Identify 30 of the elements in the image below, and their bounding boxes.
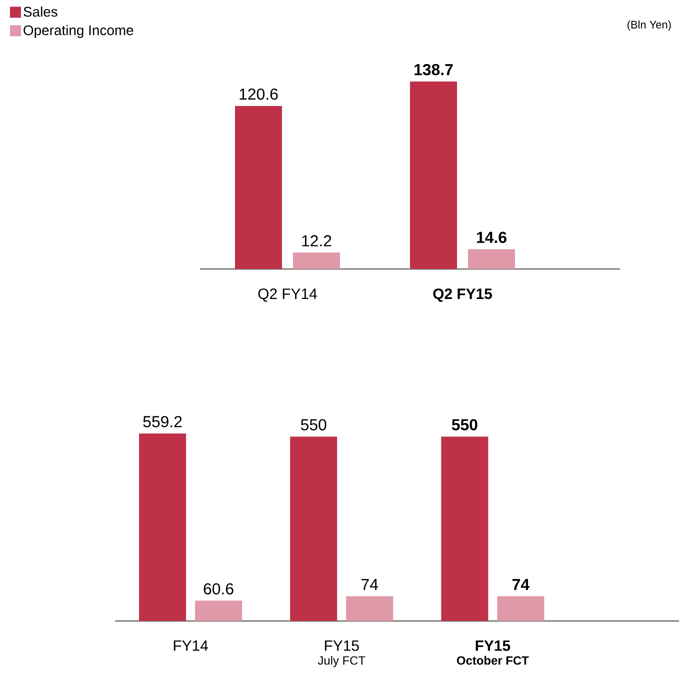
bar (235, 106, 282, 269)
text: October FCT (456, 656, 529, 665)
legend-label: Sales (24, 6, 58, 17)
bar (139, 433, 186, 621)
x-tick-label: FY15 (476, 640, 510, 651)
y-axis-title: (Bln Yen) (627, 20, 671, 31)
x-tick-label: FY14 (174, 640, 208, 651)
data-label: 14.6 (476, 232, 506, 244)
bar (410, 81, 458, 269)
data-label: 120.6 (240, 88, 278, 100)
bar (346, 596, 394, 621)
data-label: 550 (300, 419, 326, 430)
data-label: 559.2 (143, 416, 182, 428)
bar (468, 249, 516, 269)
x-tick-label: FY15 (324, 640, 359, 651)
data-label: 550 (452, 419, 478, 430)
bar (195, 600, 242, 621)
bar (441, 436, 488, 621)
bar (293, 252, 340, 269)
data-label: 138.7 (414, 64, 453, 76)
data-label: 60.6 (204, 583, 234, 594)
data-label: 74 (362, 579, 378, 590)
bar (497, 596, 544, 621)
data-label: 74 (512, 579, 530, 590)
text: July FCT (318, 656, 366, 668)
legend-label: Operating Income (24, 24, 134, 38)
x-tick-label: Q2 FY15 (433, 288, 492, 302)
data-label: 12.2 (302, 235, 332, 246)
x-tick-label: Q2 FY14 (258, 288, 317, 302)
bar (290, 436, 338, 621)
